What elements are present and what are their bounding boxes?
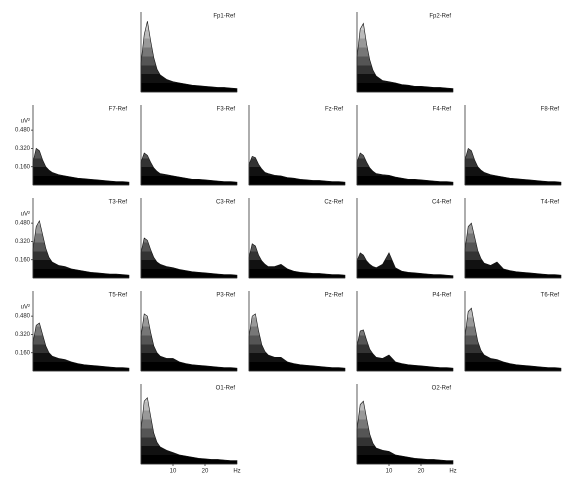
panel-title: T3-Ref bbox=[109, 200, 128, 206]
spectrum-area bbox=[248, 313, 346, 372]
spectrum-area bbox=[32, 322, 130, 372]
x-tick-label: 10 bbox=[170, 469, 177, 475]
panel-title: F8-Ref bbox=[541, 107, 560, 113]
spectrum-area bbox=[464, 222, 562, 279]
panel-title: T4-Ref bbox=[541, 200, 560, 206]
x-axis-label: Hz bbox=[233, 469, 240, 475]
spectrum-area bbox=[248, 243, 346, 279]
y-tick-label: 0.480 bbox=[15, 221, 31, 227]
panel-title: F7-Ref bbox=[109, 107, 128, 113]
y-tick-label: 0.480 bbox=[15, 128, 31, 134]
spectrum-area bbox=[248, 156, 346, 186]
spectrum-area bbox=[356, 22, 454, 93]
panel-title: C3-Ref bbox=[216, 200, 235, 206]
panel-title: Fp2-Ref bbox=[429, 14, 451, 20]
panel-title: Cz-Ref bbox=[324, 200, 343, 206]
panel-title: F4-Ref bbox=[433, 107, 452, 113]
panel-title: P4-Ref bbox=[432, 293, 451, 299]
panel-title: C4-Ref bbox=[432, 200, 451, 206]
spectrum-area bbox=[140, 313, 238, 372]
y-axis-label: uV² bbox=[21, 212, 30, 218]
panel-title: O1-Ref bbox=[216, 386, 236, 392]
spectrum-area bbox=[140, 21, 238, 93]
y-tick-label: 0.320 bbox=[15, 146, 31, 152]
y-tick-label: 0.320 bbox=[15, 239, 31, 245]
spectrum-area bbox=[140, 237, 238, 279]
y-axis-label: uV² bbox=[21, 305, 30, 311]
spectrum-area bbox=[356, 329, 454, 372]
panel-title: T6-Ref bbox=[541, 293, 560, 299]
y-tick-label: 0.160 bbox=[15, 257, 31, 263]
y-tick-label: 0.480 bbox=[15, 314, 31, 320]
x-tick-label: 20 bbox=[202, 469, 209, 475]
y-tick-label: 0.160 bbox=[15, 350, 31, 356]
panel-title: Fz-Ref bbox=[325, 107, 343, 113]
spectrum-area bbox=[356, 400, 454, 465]
panel-title: F3-Ref bbox=[217, 107, 236, 113]
spectrum-area bbox=[32, 147, 130, 186]
spectrum-area bbox=[356, 252, 454, 279]
panel-title: O2-Ref bbox=[432, 386, 452, 392]
y-axis-label: uV² bbox=[21, 119, 30, 125]
spectrum-area bbox=[140, 152, 238, 186]
x-axis-label: Hz bbox=[449, 469, 456, 475]
panel-title: Pz-Ref bbox=[325, 293, 344, 299]
panel-title: T5-Ref bbox=[109, 293, 128, 299]
spectrum-area bbox=[140, 397, 238, 465]
spectrum-area bbox=[32, 220, 130, 279]
y-tick-label: 0.320 bbox=[15, 332, 31, 338]
panel-title: P3-Ref bbox=[216, 293, 235, 299]
x-tick-label: 20 bbox=[418, 469, 425, 475]
x-tick-label: 10 bbox=[386, 469, 393, 475]
spectrum-area bbox=[464, 307, 562, 372]
spectrum-area bbox=[464, 147, 562, 186]
panel-title: Fp1-Ref bbox=[213, 14, 235, 20]
y-tick-label: 0.160 bbox=[15, 164, 31, 170]
spectrum-area bbox=[356, 152, 454, 186]
